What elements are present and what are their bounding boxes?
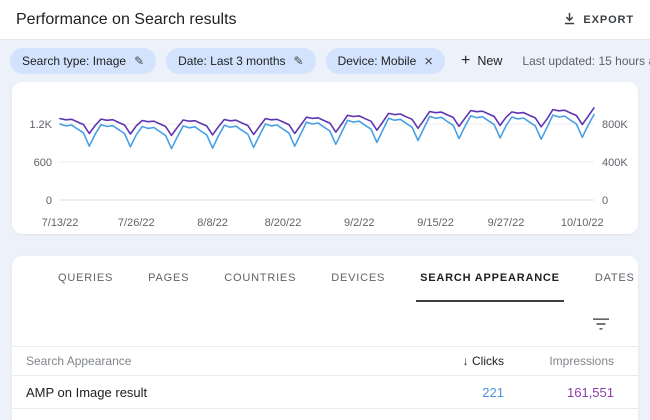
filter-chip[interactable]: Date: Last 3 months ✎: [166, 48, 316, 74]
tab-devices[interactable]: DEVICES: [331, 272, 386, 284]
performance-chart-mount: 0 0 600 400K 1.2K 800K 7/13/22 7/26/22 8/8/22 8/2…: [12, 86, 638, 237]
tab-search-appearance[interactable]: SEARCH APPEARANCE: [416, 256, 564, 302]
right-axis-tick: 800K: [602, 119, 628, 131]
tab-queries[interactable]: QUERIES: [58, 272, 114, 284]
download-icon: [563, 12, 576, 28]
tab-countries[interactable]: COUNTRIES: [224, 272, 297, 284]
tab-dates[interactable]: DATES: [594, 272, 635, 284]
new-filter-button[interactable]: + New: [461, 52, 502, 70]
new-filter-label: New: [477, 54, 503, 68]
filter-chips: Search type: Image ✎ Date: Last 3 months ✎ D…: [10, 48, 446, 74]
left-axis-tick: 1.2K: [29, 119, 52, 131]
filter-list-icon[interactable]: [592, 317, 610, 331]
export-label: EXPORT: [583, 13, 634, 26]
x-axis-date-tick: 7/13/22: [42, 217, 79, 229]
x-axis-date-tick: 8/20/22: [265, 217, 302, 229]
x-axis-date-tick: 9/27/22: [488, 217, 525, 229]
edit-pencil-icon[interactable]: ✎: [134, 54, 145, 68]
page-title: Performance on Search results: [16, 10, 237, 28]
filter-chip-label: Search type: Image: [22, 54, 127, 68]
filter-chip-label: Device: Mobile: [337, 54, 417, 68]
table-row[interactable]: AMP on Image result 221 161,551: [12, 376, 638, 409]
cell-search-appearance: AMP on Image result: [26, 384, 148, 400]
right-axis-tick: 400K: [602, 157, 628, 169]
column-header-clicks[interactable]: ↓ Clicks: [462, 354, 504, 368]
export-button[interactable]: EXPORT: [563, 12, 634, 28]
table-body: AMP on Image result 221 161,551: [12, 376, 638, 409]
x-axis-date-tick: 9/2/22: [344, 217, 375, 229]
left-axis-tick: 0: [46, 195, 52, 207]
app-header: Performance on Search results EXPORT: [0, 0, 650, 40]
right-axis-tick: 0: [602, 195, 608, 207]
performance-chart-card: 0 0 600 400K 1.2K 800K 7/13/22 7/26/22 8/8/22 8/2…: [12, 82, 638, 234]
column-header-search-appearance[interactable]: Search Appearance: [26, 354, 132, 368]
performance-chart[interactable]: 0 0 600 400K 1.2K 800K 7/13/22 7/26/22 8/8/22 8/2…: [12, 86, 638, 234]
column-header-impressions[interactable]: Impressions: [549, 354, 614, 368]
dimensions-table-card: QUERIES PAGES COUNTRIES DEVICES SEARCH APPEA…: [12, 256, 638, 420]
left-axis-tick: 600: [34, 157, 52, 169]
x-axis-date-tick: 7/26/22: [118, 217, 155, 229]
filter-chip-label: Date: Last 3 months: [178, 54, 286, 68]
table-header: Search Appearance ↓ Clicks Impressions: [12, 346, 638, 376]
plus-icon: +: [461, 52, 471, 69]
x-axis-date-tick: 8/8/22: [197, 217, 228, 229]
tab-pages[interactable]: PAGES: [148, 272, 190, 284]
remove-chip-icon[interactable]: ×: [424, 52, 434, 70]
filter-toolbar: Search type: Image ✎ Date: Last 3 months ✎ D…: [0, 40, 650, 82]
table-filter-row: [12, 302, 638, 346]
x-axis-date-tick: 9/15/22: [417, 217, 454, 229]
last-updated: Last updated: 15 hours ago ?: [522, 54, 650, 68]
x-axis-date-tick: 10/10/22: [561, 217, 604, 229]
cell-clicks: 221: [482, 384, 504, 400]
filter-chip[interactable]: Search type: Image ✎: [10, 48, 157, 74]
filter-chip[interactable]: Device: Mobile ×: [325, 48, 446, 74]
edit-pencil-icon[interactable]: ✎: [293, 54, 304, 68]
last-updated-text: Last updated: 15 hours ago: [522, 54, 650, 68]
impressions-line: [59, 106, 595, 137]
sort-descending-icon: ↓: [462, 354, 469, 368]
dimension-tabs: QUERIES PAGES COUNTRIES DEVICES SEARCH APPEA…: [12, 256, 638, 302]
cell-impressions: 161,551: [567, 384, 614, 400]
clicks-line: [59, 113, 595, 150]
